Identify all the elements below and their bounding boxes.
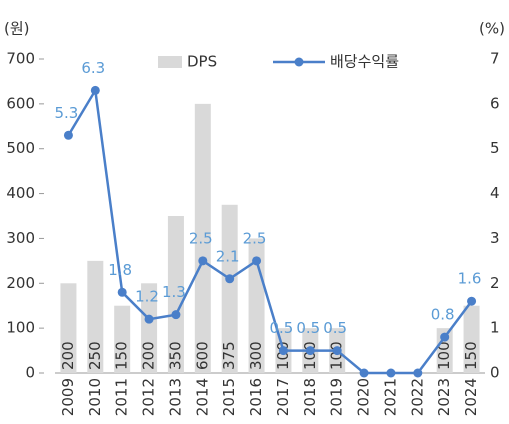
y2-axis-title: (%) [479,20,505,38]
y2-tick-label: 1 [490,319,500,337]
x-tick-label: 2014 [193,378,211,416]
bar [167,216,184,373]
bar-value-label: 150 [462,341,480,370]
line-value-label: 5.3 [55,104,79,122]
x-tick-label: 2018 [301,378,319,416]
bar-value-label: 600 [193,341,211,370]
y-tick-label: 200 [6,274,35,292]
line-value-label: 1.6 [458,270,482,288]
line-value-label: 0.8 [431,306,455,324]
y2-tick-label: 4 [490,184,500,202]
y-tick-label: 400 [6,184,35,202]
line-value-label: 1.8 [108,261,132,279]
line-value-label: 6.3 [81,59,105,77]
x-tick-label: 2009 [59,378,77,416]
x-tick-label: 2021 [381,378,399,416]
line-marker [198,256,208,266]
line-marker [467,296,477,306]
y-tick-label: 0 [25,364,35,382]
y2-tick-label: 3 [490,229,500,247]
line [67,86,473,375]
legend-marker [294,57,304,67]
bar-value-label: 350 [166,341,184,370]
line-value-label: 2.5 [189,229,213,247]
x-tick-label: 2017 [274,378,292,416]
y2-tick-label: 0 [490,364,500,382]
line-marker [225,274,235,284]
bar [60,283,77,373]
line-marker [63,130,73,140]
x-tick-label: 2011 [113,378,131,416]
bar [463,305,480,373]
bar [194,103,211,373]
line-value-label: 2.1 [216,247,240,265]
x-tick-label: 2024 [462,378,480,416]
line-marker [90,85,100,95]
line-marker [305,346,315,356]
legend-label: 배당수익률 [330,53,399,71]
line-value-label: 1.2 [135,288,159,306]
line-marker [144,314,154,324]
line-value-label: 0.5 [296,319,320,337]
bar [114,305,131,373]
line-value-label: 2.5 [243,229,267,247]
y2-tick-label: 2 [490,274,500,292]
y-tick-label: 500 [6,139,35,157]
x-tick-label: 2016 [247,378,265,416]
x-tick-label: 2020 [355,378,373,416]
legend-label: DPS [187,53,217,71]
bar [141,283,158,373]
x-tick-label: 2010 [86,378,104,416]
x-tick-label: 2013 [166,378,184,416]
line-marker [278,346,288,356]
bar-value-label: 100 [435,341,453,370]
line-value-label: 0.5 [323,319,347,337]
line-marker [440,332,450,342]
y-tick-label: 100 [6,319,35,337]
line-marker [359,368,369,378]
y-tick-label: 700 [6,50,35,68]
bar-value-label: 250 [86,341,104,370]
bar [436,328,453,373]
y-tick-label: 300 [6,229,35,247]
x-tick-label: 2015 [220,378,238,416]
y-axis-title: (원) [4,20,30,38]
line-value-label: 1.3 [162,283,186,301]
x-tick-label: 2019 [328,378,346,416]
x-tick-label: 2023 [435,378,453,416]
y2-tick-label: 7 [490,50,500,68]
bar-value-label: 375 [220,341,238,370]
line-value-label: 0.5 [270,319,294,337]
bar [221,204,238,373]
bar-value-label: 200 [140,341,158,370]
bar-value-label: 100 [301,341,319,370]
bar-value-label: 150 [113,341,131,370]
line-marker [117,287,127,297]
y-tick-label: 600 [6,94,35,112]
line-marker [413,368,423,378]
bar-value-label: 200 [59,341,77,370]
line-marker [332,346,342,356]
legend-swatch [158,56,182,68]
line-marker [386,368,396,378]
x-tick-label: 2022 [408,378,426,416]
x-tick-label: 2012 [140,378,158,416]
y2-tick-label: 6 [490,94,500,112]
y2-tick-label: 5 [490,139,500,157]
line-marker [171,310,181,320]
bar-value-label: 300 [247,341,265,370]
bar [87,260,104,373]
line-marker [252,256,262,266]
